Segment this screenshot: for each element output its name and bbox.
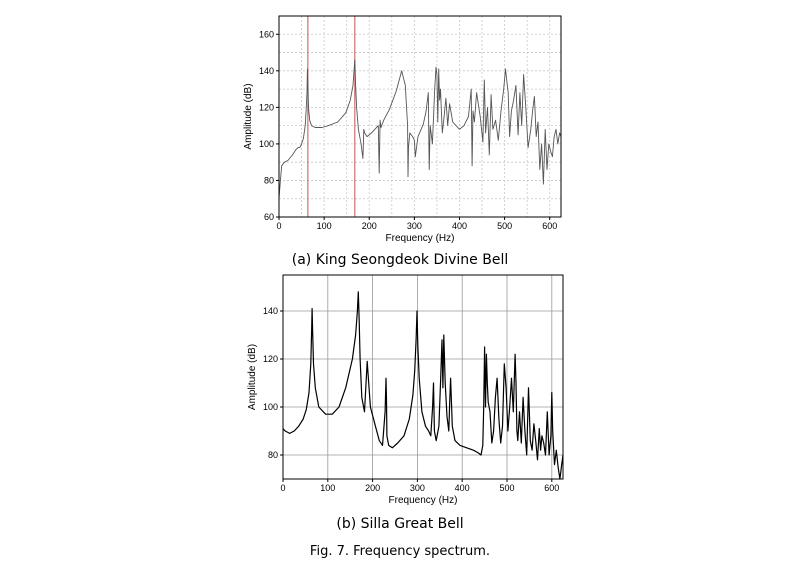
y-tick-label: 60: [264, 212, 274, 222]
x-tick-label: 300: [410, 483, 425, 493]
x-axis-label: Frequency (Hz): [386, 233, 455, 244]
plot-frame: [278, 15, 562, 218]
y-tick-label: 140: [263, 306, 278, 316]
y-tick-label: 100: [263, 402, 278, 412]
series-line: [282, 291, 564, 480]
y-tick-label: 100: [259, 139, 274, 149]
y-axis-label: Amplitude (dB): [243, 83, 254, 149]
y-tick-label: 120: [259, 102, 274, 112]
y-tick-label: 140: [259, 66, 274, 76]
chart-a-caption: (a) King Seongdeok Divine Bell: [291, 252, 509, 268]
figure-caption: Fig. 7. Frequency spectrum.: [309, 544, 491, 559]
chart-b-caption: (b) Silla Great Bell: [336, 516, 464, 532]
x-tick-label: 500: [499, 483, 514, 493]
chart-a-king-seongdeok: 0 100 200 300 400 500 600 60 80 100 120 140 160 Frequ…: [243, 15, 562, 244]
x-tick-label: 400: [455, 483, 470, 493]
x-tick-label: 100: [317, 221, 332, 231]
y-tick-label: 80: [264, 175, 274, 185]
chart-b-silla: 0 100 200 300 400 500 600 80 100 120 140 Frequency …: [247, 274, 564, 506]
x-tick-label: 300: [407, 221, 422, 231]
x-tick-label: 400: [452, 221, 467, 231]
x-tick-label: 500: [497, 221, 512, 231]
x-tick-label: 0: [276, 221, 281, 231]
y-tick-label: 80: [268, 450, 278, 460]
x-tick-label: 100: [320, 483, 335, 493]
x-tick-label: 600: [544, 483, 559, 493]
x-tick-label: 200: [365, 483, 380, 493]
y-tick-label: 160: [259, 29, 274, 39]
x-tick-label: 0: [280, 483, 285, 493]
x-tick-label: 200: [362, 221, 377, 231]
x-axis-label: Frequency (Hz): [389, 495, 458, 506]
x-tick-label: 600: [542, 221, 557, 231]
y-axis-label: Amplitude (dB): [247, 344, 258, 410]
plot-frame: [282, 274, 564, 480]
y-tick-label: 120: [263, 354, 278, 364]
series-line: [278, 59, 562, 199]
